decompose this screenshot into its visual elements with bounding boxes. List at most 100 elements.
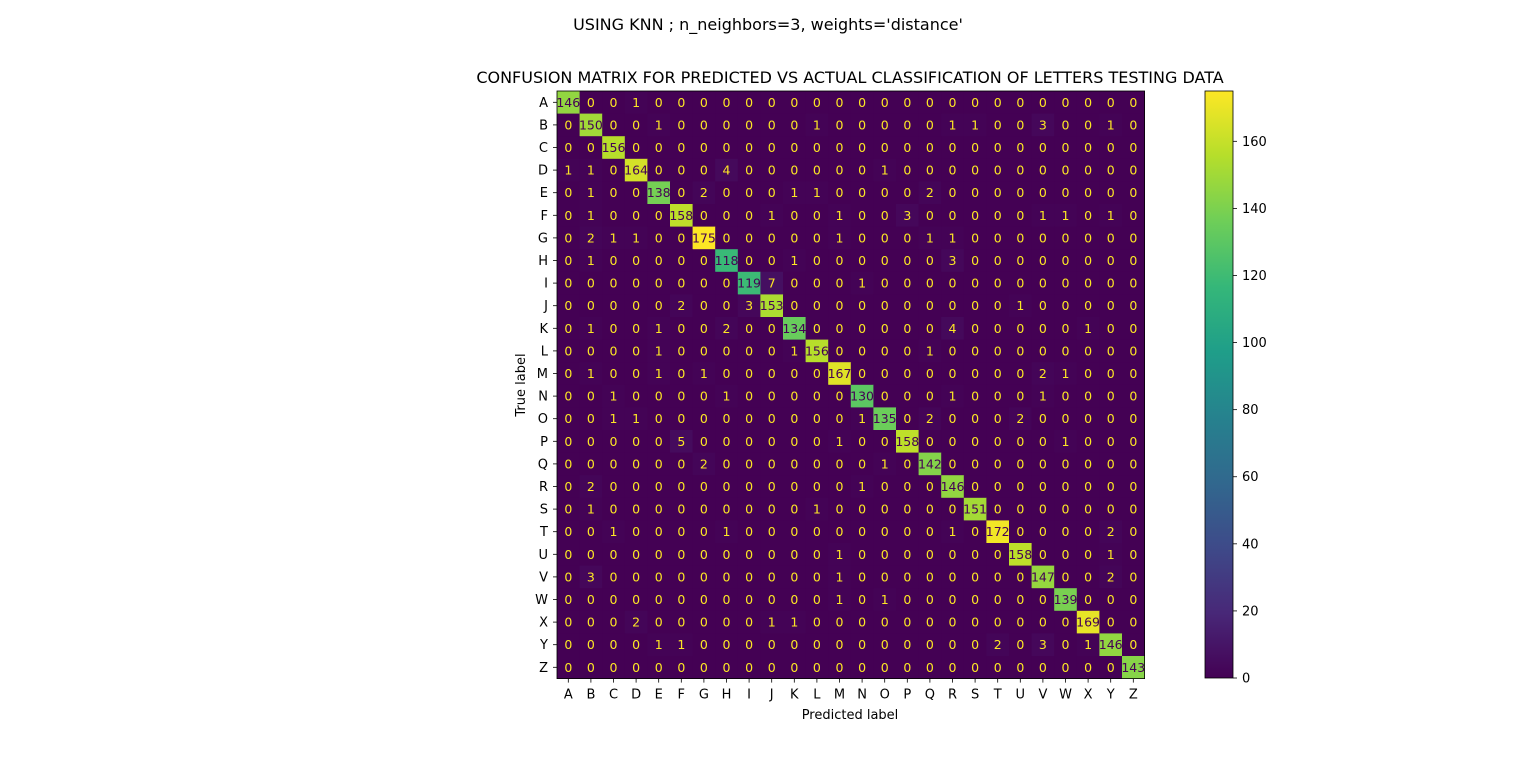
heatmap-cell (557, 271, 580, 295)
heatmap-cell (692, 407, 716, 431)
heatmap-cell (1031, 633, 1055, 657)
cell-value-label: 153 (760, 298, 784, 313)
cell-value-label: 0 (790, 163, 798, 178)
heatmap-cell (850, 204, 874, 227)
cell-value-label: 0 (564, 456, 572, 471)
heatmap-cell (557, 204, 580, 227)
cell-value-label: 0 (926, 637, 934, 652)
cell-value-label: 0 (790, 569, 798, 584)
cell-value-label: 0 (610, 366, 618, 381)
cell-value-label: 1 (790, 185, 798, 200)
heatmap-cell (896, 91, 919, 114)
heatmap-cell (941, 136, 965, 160)
cell-value-label: 0 (926, 140, 934, 155)
heatmap-cell (1054, 588, 1078, 612)
cell-value-label: 0 (1084, 230, 1092, 245)
heatmap-cell (715, 497, 739, 521)
cell-value-label: 0 (1062, 411, 1070, 426)
cell-value-label: 0 (564, 660, 572, 675)
heatmap-cell (1099, 543, 1123, 566)
heatmap-cell-labels: 146 0 0 1 0 0 0 0 0 0 0 0 0 0 0 0 0 0 0 0 0 0 0 0 0 00 150 0 0 1 0 0 0 0 0… (556, 95, 1145, 675)
heatmap-cell (557, 294, 580, 318)
cell-value-label: 1 (858, 479, 866, 494)
cell-value-label: 0 (655, 615, 663, 630)
cell-value-label: 0 (610, 502, 618, 517)
heatmap-cell (828, 497, 852, 521)
cell-value-label: 0 (836, 117, 844, 132)
cell-value-label: 0 (1084, 140, 1092, 155)
heatmap-cell (805, 113, 829, 137)
cell-value-label: 0 (881, 95, 889, 110)
cell-value-label: 1 (1039, 389, 1047, 404)
cell-value-label: 0 (745, 185, 753, 200)
heatmap-cell (896, 610, 919, 634)
cell-value-label: 0 (790, 592, 798, 607)
cell-value-label: 0 (971, 230, 979, 245)
cell-value-label: 0 (813, 140, 821, 155)
heatmap-cell (1054, 656, 1078, 679)
heatmap-cell (579, 181, 603, 205)
heatmap-cell (670, 588, 693, 612)
heatmap-cell (941, 91, 965, 114)
cell-value-label: 0 (1107, 660, 1115, 675)
cell-value-label: 0 (677, 592, 685, 607)
cell-value-label: 0 (881, 253, 889, 268)
heatmap-cell (602, 249, 626, 273)
cell-value-label: 0 (745, 95, 753, 110)
heatmap-cell (963, 91, 987, 114)
heatmap-cell (624, 588, 648, 612)
cell-value-label: 0 (1084, 276, 1092, 291)
cell-value-label: 1 (790, 343, 798, 358)
heatmap-cell (896, 475, 919, 499)
heatmap-cell (602, 520, 626, 544)
heatmap-cell (1122, 384, 1145, 408)
cell-value-label: 0 (813, 208, 821, 223)
heatmap-cell (873, 362, 897, 386)
heatmap-cell (647, 497, 671, 521)
cell-value-label: 0 (881, 366, 889, 381)
cell-value-label: 0 (564, 637, 572, 652)
heatmap-cell (1076, 520, 1100, 544)
heatmap-cell (850, 181, 874, 205)
cell-value-label: 0 (655, 253, 663, 268)
cell-value-label: 0 (1084, 547, 1092, 562)
cell-value-label: 0 (1084, 95, 1092, 110)
heatmap-cell (670, 543, 693, 566)
heatmap-cell (602, 113, 626, 137)
cell-value-label: 2 (677, 298, 685, 313)
cell-value-label: 0 (836, 321, 844, 336)
heatmap-cell (1076, 588, 1100, 612)
heatmap-cell (1076, 475, 1100, 499)
cell-value-label: 0 (1039, 276, 1047, 291)
cell-value-label: 0 (994, 660, 1002, 675)
heatmap-cell (602, 136, 626, 160)
cell-value-label: 0 (768, 479, 776, 494)
heatmap-cell (986, 384, 1010, 408)
heatmap-cell (963, 543, 987, 566)
heatmap-cell (873, 317, 897, 340)
heatmap-cell (1122, 588, 1145, 612)
cell-value-label: 0 (1062, 389, 1070, 404)
heatmap-cell (760, 158, 784, 182)
heatmap-cell (918, 565, 942, 589)
heatmap-cell (1122, 520, 1145, 544)
heatmap-cell (1054, 204, 1078, 227)
heatmap-cell (828, 475, 852, 499)
heatmap-cell (624, 362, 648, 386)
heatmap-cell (963, 317, 987, 340)
cell-value-label: 0 (723, 343, 731, 358)
heatmap-cell (963, 181, 987, 205)
heatmap-cell (737, 633, 761, 657)
heatmap-cell (896, 317, 919, 340)
y-tick-label: Q (538, 457, 548, 472)
heatmap-cell (737, 317, 761, 340)
cell-value-label: 0 (677, 140, 685, 155)
heatmap-cell (760, 543, 784, 566)
heatmap-cell (760, 113, 784, 137)
cell-value-label: 1 (723, 524, 731, 539)
cell-value-label: 0 (610, 569, 618, 584)
heatmap-cell (941, 204, 965, 227)
heatmap-cell (715, 633, 739, 657)
cell-value-label: 0 (858, 366, 866, 381)
